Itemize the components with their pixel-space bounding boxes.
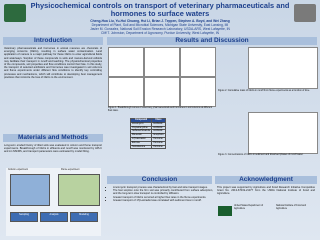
conclusion-bullet: The fast sorption onto the firm soil was…	[113, 189, 213, 195]
conclusion-bullet: Greater transport of CECs occurred at hi…	[113, 196, 213, 199]
figure-panel	[108, 47, 144, 77]
diagram-label: Flume experiment	[61, 169, 80, 171]
figure-panel	[180, 47, 216, 77]
figure-panel	[144, 47, 180, 77]
diagram-box: Sampling	[10, 212, 38, 222]
affiliation: Javier M. Gonzalez, National Soil Erosio…	[90, 27, 230, 31]
section-heading: Results and Discussion	[107, 37, 317, 45]
table-cell: Testosterone	[129, 144, 153, 150]
affiliation: Cliff T. Johnston, Department of Agronom…	[100, 31, 220, 35]
authors: Cheng-Hua Liu, Yu-Hui Chuang, Hui Li, Br…	[90, 19, 230, 23]
table: Compound Class Lincomycin Antibiotic Oxytetr…	[129, 118, 166, 150]
table-cell: Ionophore	[151, 133, 166, 138]
figure-caption: Figure 2. Cumulative mass of CECs in run…	[218, 90, 310, 92]
column-apparatus	[10, 174, 50, 206]
methods-text: Long-term eroded history of tilled soils…	[4, 144, 102, 154]
table-row: Testosterone Hormone	[129, 144, 166, 150]
poster-title: Physicochemical controls on transport of…	[30, 1, 290, 18]
logo-text: United States Department of Agriculture	[234, 205, 263, 210]
affiliation: Department of Plant, Soil and Microbial …	[91, 23, 229, 27]
conclusion-bullet: Greater transport of 17β-estradiol was c…	[113, 199, 213, 202]
flume-apparatus	[58, 174, 100, 206]
table-cell: Hormone	[151, 144, 166, 150]
section-heading: Conclusion	[107, 176, 212, 184]
compound-table: Compound Class Lincomycin Antibiotic Oxytetr…	[129, 118, 166, 150]
introduction-text: Veterinary pharmaceuticals and hormones …	[4, 47, 102, 79]
section-heading: Introduction	[3, 37, 103, 45]
conclusion-bullet: Lincomycin transport process was charact…	[113, 186, 213, 189]
table-cell: Sulfamethoxazole	[129, 129, 153, 135]
figure-caption: Figure 3. Concentrations of CECs in sedi…	[218, 154, 304, 156]
figure-panel	[248, 47, 318, 89]
diagram-label: Column experiment	[8, 169, 28, 171]
logo-text: National Institute of Food and Agricultu…	[276, 205, 307, 210]
acknowledgment-text: This project was supported by Agricultur…	[217, 186, 315, 196]
figure-panel	[180, 77, 216, 107]
diagram-box: Modeling	[70, 212, 98, 222]
figure-panel	[144, 77, 180, 107]
diagram-box: Analysis	[40, 212, 68, 222]
methods-diagram: Column experiment Flume experiment Sampl…	[6, 168, 101, 236]
conclusion-list: Lincomycin transport process was charact…	[108, 186, 213, 202]
msu-logo	[4, 4, 26, 22]
section-heading: Materials and Methods	[3, 134, 103, 142]
figure-panel	[108, 77, 144, 107]
purdue-logo	[294, 4, 316, 22]
figure-panel	[248, 112, 318, 154]
usda-logo	[218, 206, 232, 216]
section-heading: Acknowledgment	[215, 176, 317, 184]
figure-caption: Figure 1. Breakthrough curves of veterin…	[108, 107, 213, 112]
